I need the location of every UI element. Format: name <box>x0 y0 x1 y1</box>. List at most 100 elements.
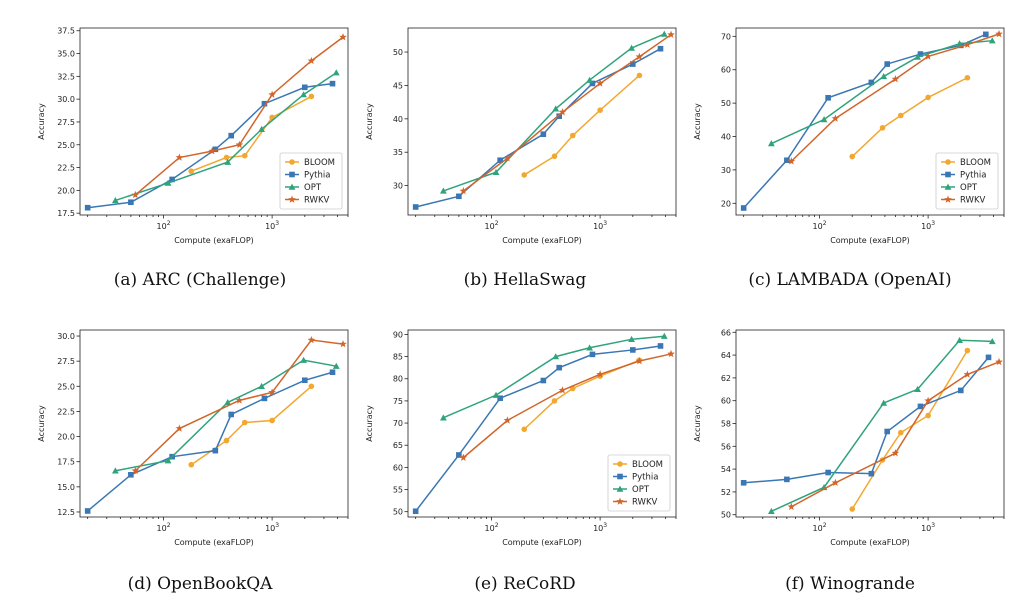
data-point-rwkv <box>339 340 347 348</box>
legend-marker-pythia <box>289 171 295 178</box>
legend-marker-rwkv <box>944 195 952 203</box>
legend-label-bloom: BLOOM <box>304 158 335 168</box>
x-tick-label: 103 <box>921 522 935 533</box>
data-point-pythia <box>540 131 547 137</box>
data-point-bloom <box>879 125 886 131</box>
data-point-pythia <box>589 351 596 358</box>
x-tick-label: 103 <box>265 522 279 533</box>
data-point-rwkv <box>963 370 972 378</box>
x-axis-label: Compute (exaFLOP) <box>502 236 582 245</box>
series-line-opt <box>771 39 993 145</box>
x-tick-label: 102 <box>485 220 499 231</box>
data-point-opt <box>258 125 265 132</box>
legend-label-pythia: Pythia <box>304 171 330 181</box>
data-point-pythia <box>329 80 336 87</box>
data-point-bloom <box>925 94 931 101</box>
series-line-rwkv <box>134 339 344 472</box>
series-line-pythia <box>87 82 333 209</box>
data-point-bloom <box>241 419 248 426</box>
data-point-pythia <box>629 347 636 353</box>
data-point-pythia <box>825 94 831 101</box>
data-point-pythia <box>301 377 308 384</box>
series-rwkv <box>459 349 675 461</box>
y-tick-label: 70 <box>393 419 403 428</box>
x-axis-label: Compute (exaFLOP) <box>502 538 582 547</box>
data-point-pythia <box>261 395 268 402</box>
data-point-pythia <box>497 157 503 164</box>
series-opt <box>439 332 668 421</box>
x-tick-label: 102 <box>813 522 827 533</box>
data-point-pythia <box>540 377 547 384</box>
data-point-bloom <box>308 383 315 390</box>
legend-marker-bloom <box>617 461 623 467</box>
data-point-pythia <box>740 205 747 211</box>
series-line-opt <box>443 33 665 192</box>
y-tick-label: 17.5 <box>57 458 75 467</box>
legend-marker-rwkv <box>616 497 624 505</box>
y-tick-label: 60 <box>721 66 731 75</box>
data-point-opt <box>300 91 308 98</box>
chart-record: 50 55 60 65 70 75 80 85 90 102 103 Compute (exaFLOP… <box>365 329 677 547</box>
y-tick-label: 70 <box>721 32 731 41</box>
data-point-opt <box>332 362 340 369</box>
series-rwkv <box>459 30 675 195</box>
caption-lambada: (c) LAMBADA (OpenAI) <box>748 270 952 290</box>
x-axis-label: Compute (exaFLOP) <box>174 236 254 245</box>
data-point-rwkv <box>131 190 140 199</box>
data-point-bloom <box>223 154 230 161</box>
data-point-opt <box>914 385 921 393</box>
series-line-rwkv <box>462 34 672 192</box>
data-point-pythia <box>212 447 219 454</box>
data-point-rwkv <box>995 30 1003 38</box>
series-line-rwkv <box>790 33 1000 162</box>
series-line-opt <box>115 359 337 472</box>
series-pythia <box>412 343 664 515</box>
data-point-bloom <box>551 153 558 160</box>
series-rwkv <box>131 336 347 474</box>
data-point-pythia <box>884 428 891 435</box>
data-point-opt <box>492 391 500 398</box>
y-axis-label: Accuracy <box>693 405 702 442</box>
data-point-bloom <box>597 107 603 113</box>
y-tick-label: 50 <box>393 48 403 57</box>
y-tick-label: 30 <box>393 182 403 191</box>
data-point-opt <box>820 116 828 123</box>
legend-marker-opt <box>616 485 624 492</box>
data-point-opt <box>224 398 232 406</box>
data-point-rwkv <box>307 56 316 65</box>
legend-box <box>935 152 999 210</box>
x-tick-label: 102 <box>157 220 171 231</box>
data-point-opt <box>988 37 996 44</box>
data-point-bloom <box>521 426 528 433</box>
series-line-rwkv <box>462 353 672 459</box>
legend-marker-rwkv <box>288 195 296 203</box>
y-tick-label: 35.0 <box>57 50 75 59</box>
data-point-opt <box>767 140 775 147</box>
y-tick-label: 22.5 <box>57 164 75 173</box>
data-point-pythia <box>128 471 134 478</box>
data-point-bloom <box>551 398 558 404</box>
y-axis-label: Accuracy <box>37 405 46 442</box>
data-point-rwkv <box>339 33 347 41</box>
data-point-pythia <box>456 193 462 200</box>
y-tick-label: 52 <box>721 488 731 497</box>
data-point-rwkv <box>831 478 840 487</box>
data-point-bloom <box>188 168 195 175</box>
y-tick-label: 25.0 <box>57 382 75 391</box>
series-opt <box>111 356 340 474</box>
legend-box <box>607 454 671 512</box>
series-line-pythia <box>743 356 990 484</box>
data-point-bloom <box>569 132 576 139</box>
data-point-rwkv <box>208 147 216 155</box>
data-point-opt <box>164 457 172 464</box>
data-point-rwkv <box>924 396 932 404</box>
data-point-opt <box>492 168 500 175</box>
series-line-rwkv <box>791 361 1000 508</box>
data-point-pythia <box>985 354 992 361</box>
legend-marker-opt <box>288 183 296 190</box>
data-point-pythia <box>556 113 563 119</box>
series-bloom <box>188 383 315 468</box>
data-point-opt <box>332 69 340 76</box>
data-point-pythia <box>412 508 419 515</box>
